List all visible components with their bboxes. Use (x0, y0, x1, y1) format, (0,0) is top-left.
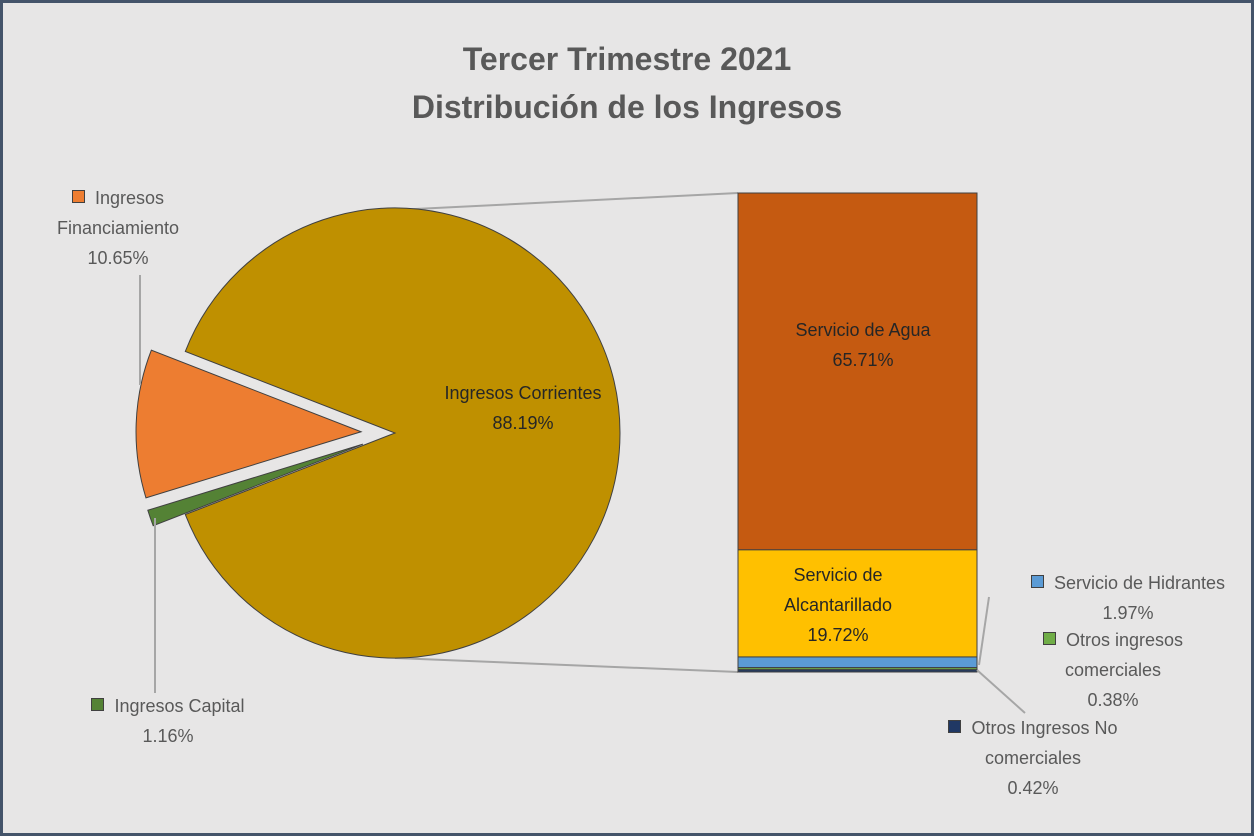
value-label: 1.16% (142, 726, 194, 746)
category-name: Ingresos Financiamiento (56, 188, 180, 238)
data-label: Otros ingresos comerciales 0.38% (1018, 625, 1208, 715)
category-label: Ingresos Financiamiento (18, 183, 218, 243)
legend-swatch (1042, 632, 1056, 645)
category-label: Ingresos Corrientes (423, 378, 623, 408)
leader-line (978, 596, 990, 666)
connector-line (394, 192, 739, 211)
chart-subtitle: Distribución de los Ingresos (411, 89, 843, 125)
bar-segment (737, 669, 978, 673)
data-label: Servicio de Agua 65.71% (763, 315, 963, 375)
value-label: 19.72% (807, 625, 869, 645)
pie-slice (184, 207, 621, 659)
data-label: Otros Ingresos No comerciales 0.42% (918, 713, 1148, 803)
value-label: 0.42% (1007, 778, 1059, 798)
category-label: Otros ingresos comerciales (1018, 625, 1208, 685)
data-label: Ingresos Corrientes 88.19% (423, 378, 623, 438)
value-label: 0.38% (1087, 690, 1139, 710)
data-label: Ingresos Financiamiento 10.65% (18, 183, 218, 273)
value-label: 10.65% (87, 248, 149, 268)
category-name: Servicio de Alcantarillado (783, 565, 893, 615)
legend-swatch (71, 190, 85, 203)
leader-line (976, 669, 1026, 714)
category-label: Servicio de Hidrantes (1008, 568, 1248, 598)
category-name: Servicio de Agua (795, 320, 931, 340)
bar-segment (737, 192, 978, 551)
pie-slice (147, 443, 364, 527)
data-label: Ingresos Capital 1.16% (58, 691, 278, 751)
plot (135, 192, 1026, 714)
category-name: Otros Ingresos No comerciales (971, 718, 1118, 768)
category-name: Ingresos Capital (114, 696, 245, 716)
legend-swatch (948, 720, 962, 733)
pie-slice (135, 349, 363, 499)
value-label: 1.97% (1102, 603, 1154, 623)
data-label: Servicio de Alcantarillado 19.72% (748, 560, 928, 650)
bar-segment (737, 656, 978, 669)
bar-segment (737, 549, 978, 658)
value-label: 88.19% (492, 413, 554, 433)
category-label: Servicio de Alcantarillado (748, 560, 928, 620)
category-name: Otros ingresos comerciales (1064, 630, 1184, 680)
category-name: Ingresos Corrientes (444, 383, 602, 403)
legend-swatch (1030, 575, 1044, 588)
category-name: Servicio de Hidrantes (1053, 573, 1226, 593)
legend-swatch (91, 698, 105, 711)
connector-line (394, 657, 739, 673)
data-label: Servicio de Hidrantes 1.97% (1008, 568, 1248, 628)
category-label: Otros Ingresos No comerciales (918, 713, 1148, 773)
chart-title: Tercer Trimestre 2021 (462, 41, 792, 77)
value-label: 65.71% (832, 350, 894, 370)
category-label: Ingresos Capital (58, 691, 278, 721)
category-label: Servicio de Agua (763, 315, 963, 345)
